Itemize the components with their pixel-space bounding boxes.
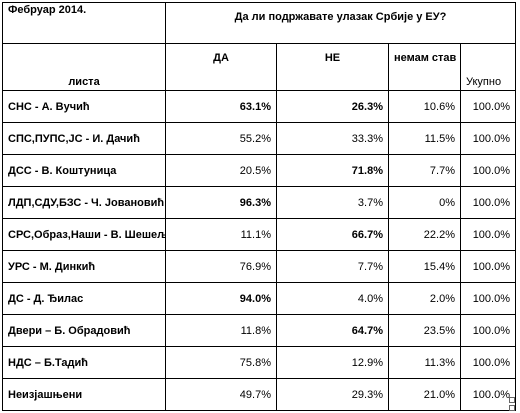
- cell: 0%: [388, 186, 461, 219]
- party-label: ДСС - В. Коштуница: [2, 154, 166, 187]
- cell: 76.9%: [165, 250, 277, 283]
- cell: 10.6%: [388, 90, 461, 123]
- cell: 21.0%: [388, 378, 461, 411]
- cell: 100.0%: [460, 378, 516, 411]
- table-row: ДСС - В. Коштуница 20.5% 71.8% 7.7% 100.0%: [2, 154, 516, 187]
- table-row: СНС - А. Вучић 63.1% 26.3% 10.6% 100.0%: [2, 90, 516, 123]
- party-label: СНС - А. Вучић: [2, 90, 166, 123]
- cell: 55.2%: [165, 122, 277, 155]
- party-label: Двери – Б. Обрадовић: [2, 314, 166, 347]
- cell: 100.0%: [460, 282, 516, 315]
- table-row: НДС – Б.Тадић 75.8% 12.9% 11.3% 100.0%: [2, 346, 516, 379]
- cell: 100.0%: [460, 250, 516, 283]
- party-label: ЛДП,СДУ,БЗС - Ч. Јовановић: [2, 186, 166, 219]
- cell: 11.3%: [388, 346, 461, 379]
- cell: 33.3%: [276, 122, 389, 155]
- cell: 100.0%: [460, 122, 516, 155]
- cell: 100.0%: [460, 314, 516, 347]
- cell: 100.0%: [460, 346, 516, 379]
- cell: 11.5%: [388, 122, 461, 155]
- cell: 7.7%: [388, 154, 461, 187]
- party-label: Неизјашњени: [2, 378, 166, 411]
- table-row: ДС - Д. Ђилас 94.0% 4.0% 2.0% 100.0%: [2, 282, 516, 315]
- party-label: ДС - Д. Ђилас: [2, 282, 166, 315]
- cell: 7.7%: [276, 250, 389, 283]
- table-body: СНС - А. Вучић 63.1% 26.3% 10.6% 100.0% СПС,…: [2, 90, 516, 411]
- party-label: СПС,ПУПС,ЈС - И. Дачић: [2, 122, 166, 155]
- cell: 2.0%: [388, 282, 461, 315]
- cell: 100.0%: [460, 154, 516, 187]
- corner: Фебруар 2014.: [2, 2, 166, 44]
- resize-handle: [509, 397, 515, 403]
- question: Да ли подржавате улазак Србије у ЕУ?: [165, 2, 516, 44]
- table-row: УРС - М. Динкић 76.9% 7.7% 15.4% 100.0%: [2, 250, 516, 283]
- cell: 100.0%: [460, 218, 516, 251]
- cell: 66.7%: [276, 218, 389, 251]
- cell: 23.5%: [388, 314, 461, 347]
- cell: 100.0%: [460, 186, 516, 219]
- header: ДА: [165, 43, 277, 91]
- header-row: Фебруар 2014. Да ли подржавате улазак Ср…: [2, 2, 516, 44]
- cell: 100.0%: [460, 90, 516, 123]
- cell: 11.8%: [165, 314, 277, 347]
- table-row: Неизјашњени 49.7% 29.3% 21.0% 100.0%: [2, 378, 516, 411]
- resize-handle: [509, 405, 515, 411]
- table-row: СРС,Образ,Наши - В. Шешељ 11.1% 66.7% 22.2%…: [2, 218, 516, 251]
- cell: 64.7%: [276, 314, 389, 347]
- party-label: СРС,Образ,Наши - В. Шешељ: [2, 218, 166, 251]
- table-row: Двери – Б. Обрадовић 11.8% 64.7% 23.5% 100.0…: [2, 314, 516, 347]
- cell: 49.7%: [165, 378, 277, 411]
- header: листа: [2, 43, 166, 91]
- cell: 75.8%: [165, 346, 277, 379]
- cell: 20.5%: [165, 154, 277, 187]
- cell: 12.9%: [276, 346, 389, 379]
- cell: 29.3%: [276, 378, 389, 411]
- header-row: листа ДА НЕ немам став Укупно: [2, 43, 516, 91]
- cell: 26.3%: [276, 90, 389, 123]
- cell: 11.1%: [165, 218, 277, 251]
- cell: 22.2%: [388, 218, 461, 251]
- table-row: СПС,ПУПС,ЈС - И. Дачић 55.2% 33.3% 11.5% 100…: [2, 122, 516, 155]
- header: НЕ: [276, 43, 389, 91]
- cell: 3.7%: [276, 186, 389, 219]
- cell: 96.3%: [165, 186, 277, 219]
- header: Укупно: [460, 43, 516, 91]
- poll-table: Фебруар 2014. Да ли подржавате улазак Ср…: [2, 2, 516, 411]
- cell: 15.4%: [388, 250, 461, 283]
- cell: 71.8%: [276, 154, 389, 187]
- party-label: НДС – Б.Тадић: [2, 346, 166, 379]
- cell: 94.0%: [165, 282, 277, 315]
- table-row: ЛДП,СДУ,БЗС - Ч. Јовановић 96.3% 3.7% 0% 100…: [2, 186, 516, 219]
- cell: 4.0%: [276, 282, 389, 315]
- party-label: УРС - М. Динкић: [2, 250, 166, 283]
- header: немам став: [388, 43, 461, 91]
- cell: 63.1%: [165, 90, 277, 123]
